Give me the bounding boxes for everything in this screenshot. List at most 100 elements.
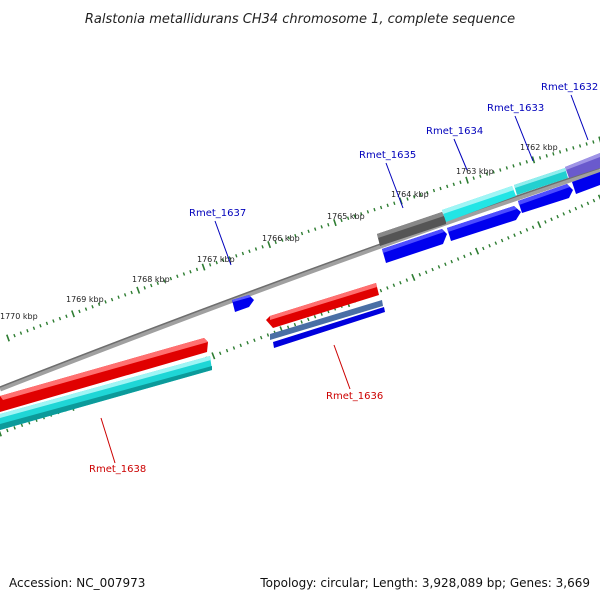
gene-blue-row-3[interactable] [518,184,573,213]
outer-tick-minor [525,160,528,164]
outer-tick-minor [208,263,212,267]
inner-tick-minor [525,228,529,232]
outer-tick-minor [294,233,297,238]
outer-tick-minor [235,254,238,258]
outer-tick-minor [320,225,323,229]
inner-tick-minor [519,230,523,235]
gene-rmet-1636-steel[interactable] [270,300,383,340]
outer-tick-minor [538,156,542,160]
inner-tick-minor [399,280,402,285]
inner-tick-minor [574,206,578,211]
outer-tick-minor [254,247,258,251]
outer-tick-minor [360,212,363,216]
inner-tick-minor [379,288,383,293]
outer-tick-minor [572,146,575,150]
outer-tick-minor [412,195,416,199]
inner-tick-minor [550,217,553,222]
gene-rmet-1634[interactable] [442,186,516,222]
outer-tick-minor [327,222,330,227]
outer-tick-minor [419,193,422,197]
outer-tick-minor [552,152,555,156]
outer-tick-minor [373,207,376,212]
inner-tick-minor [556,214,559,219]
inner-tick-major [474,247,480,255]
outer-tick-minor [228,256,231,260]
outer-tick-minor [379,205,383,210]
outer-tick-minor [340,218,343,223]
outer-tick-minor [485,172,489,176]
inner-tick-minor [431,267,434,272]
outer-tick-major [71,310,75,318]
tick-label-1770: 1770 kbp [0,312,38,321]
inner-tick-minor [418,273,422,277]
inner-tick-minor [20,423,24,428]
inner-tick-minor [232,346,236,350]
tick-label-1765: 1765 kbp [327,212,365,221]
topology-text: Topology: circular; Length: 3,928,089 bp… [260,576,590,590]
outer-tick-minor [406,197,409,201]
gene-label-rmet-1636[interactable]: Rmet_1636 [326,391,383,402]
inner-tick-minor [500,238,504,243]
outer-tick-minor [505,166,508,170]
outer-tick-minor [314,227,317,231]
outer-tick-minor [439,186,442,191]
inner-tick-minor [286,325,290,329]
outer-tick-minor [300,231,304,236]
inner-tick-minor [568,209,572,214]
gene-blue-row-1[interactable] [382,229,447,263]
outer-tick-minor [110,297,114,302]
gene-labels: Rmet_1632 Rmet_1633 Rmet_1634 Rmet_1635 … [89,82,598,475]
gene-blue-row-4[interactable] [572,172,600,194]
outer-tick-minor [479,174,482,178]
inner-tick-minor [444,262,447,267]
outer-tick-minor [346,216,350,221]
outer-tick-ring [6,136,600,342]
gene-label-rmet-1633[interactable]: Rmet_1633 [487,103,544,114]
gene-label-rmet-1637[interactable]: Rmet_1637 [189,208,246,219]
inner-tick-minor [450,259,453,264]
outer-tick-minor [307,229,310,234]
outer-tick-minor [65,314,68,318]
outer-tick-major [465,176,469,184]
gene-rmet-1633[interactable] [514,168,568,195]
inner-tick-minor [253,338,256,342]
outer-tick-minor [386,203,389,208]
outer-tick-minor [150,283,153,288]
gene-rmet-1632[interactable] [565,153,600,178]
inner-tick-minor [218,351,222,355]
inner-tick-minor [293,322,297,327]
inner-tick-minor [424,270,428,274]
tick-label-1767: 1767 kbp [197,255,235,264]
gene-label-rmet-1635[interactable]: Rmet_1635 [359,150,416,161]
outer-tick-minor [492,170,495,174]
outer-tick-minor [578,144,582,148]
inner-tick-minor [544,220,547,224]
outer-tick-minor [195,267,199,272]
inner-tick-minor [13,426,16,430]
outer-tick-minor [91,304,94,309]
gene-label-rmet-1638[interactable]: Rmet_1638 [89,464,146,475]
inner-tick-minor [405,278,409,282]
gene-label-rmet-1634[interactable]: Rmet_1634 [426,126,483,137]
inner-tick-minor [225,348,229,353]
gene-label-rmet-1632[interactable]: Rmet_1632 [541,82,598,93]
gene-rmet-1635[interactable] [377,212,446,246]
outer-tick-minor [58,316,62,321]
gene-blue-row-2[interactable] [447,206,521,241]
inner-tick-minor [592,198,596,203]
gene-rmet-1636[interactable] [266,283,379,328]
outer-tick-minor [182,272,186,276]
gene-rmet-1637[interactable] [232,295,254,312]
gene-rmet-1638-reverse[interactable] [0,338,208,412]
inner-tick-minor [259,335,263,340]
outer-tick-minor [143,286,146,290]
outer-tick-major [598,136,600,143]
outer-tick-minor [248,249,251,254]
chromosome-backbone [0,167,600,392]
gene-rmet-1636-blue[interactable] [273,307,385,348]
gene-rmet-1638-cyan[interactable] [0,356,212,430]
outer-tick-minor [104,300,107,304]
outer-tick-minor [13,333,16,338]
inner-tick-minor [437,265,441,269]
